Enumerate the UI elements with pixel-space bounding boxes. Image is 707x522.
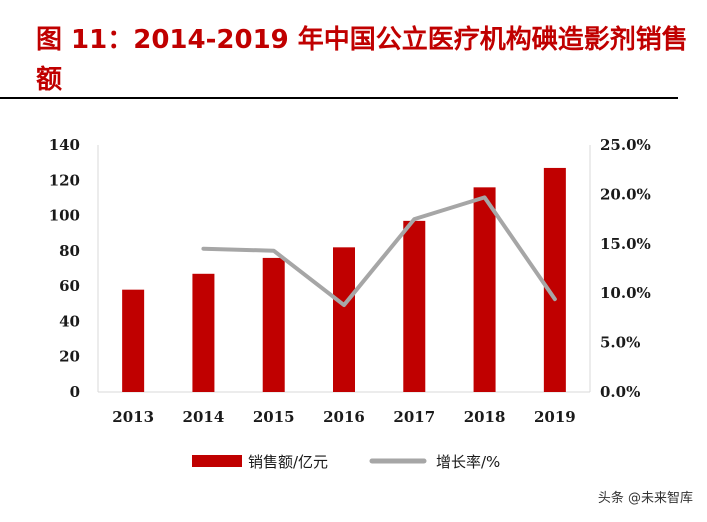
line-point-2015 — [273, 250, 275, 252]
y-right-tick-label: 15.0% — [600, 235, 651, 253]
y-left-tick-label: 120 — [49, 171, 80, 189]
line-point-2018 — [484, 196, 486, 198]
line-point-2016 — [343, 304, 345, 306]
x-tick-label: 2016 — [323, 408, 365, 426]
y-left-tick-label: 100 — [49, 207, 80, 225]
x-tick-label: 2018 — [464, 408, 506, 426]
legend-bar-swatch — [192, 455, 242, 467]
legend: 销售额/亿元 增长率/% — [192, 453, 500, 471]
line-point-2017 — [413, 218, 415, 220]
bar-2019 — [543, 167, 566, 392]
y-right-tick-label: 5.0% — [600, 334, 640, 352]
y-left-tick-label: 60 — [59, 277, 80, 295]
line-point-2019 — [554, 298, 556, 300]
line-point-2014 — [202, 248, 204, 250]
x-tick-label: 2014 — [183, 408, 225, 426]
x-axis-ticks: 2013 2014 2015 2016 2017 2018 2019 — [112, 408, 575, 426]
y-right-tick-label: 25.0% — [600, 136, 651, 154]
y-left-tick-label: 140 — [49, 136, 80, 154]
bar-2013 — [122, 289, 145, 392]
bar-series — [122, 167, 566, 392]
y-left-tick-label: 80 — [59, 242, 80, 260]
y-right-ticks: 0.0% 5.0% 10.0% 15.0% 20.0% 25.0% — [600, 136, 651, 401]
line-series — [201, 195, 557, 308]
bar-2015 — [262, 257, 285, 392]
y-left-tick-label: 20 — [59, 348, 80, 366]
legend-line-label: 增长率/% — [436, 453, 500, 471]
y-right-tick-label: 0.0% — [600, 383, 640, 401]
bar-2018 — [473, 187, 496, 392]
bar-2014 — [192, 273, 215, 392]
bar-2017 — [403, 220, 426, 392]
y-left-tick-label: 0 — [70, 383, 80, 401]
y-right-tick-label: 10.0% — [600, 284, 651, 302]
figure-title: 图 11：2014-2019 年中国公立医疗机构碘造影剂销售额 — [36, 25, 688, 95]
y-right-tick-label: 20.0% — [600, 185, 651, 203]
y-left-ticks: 0 20 40 60 80 100 120 140 — [49, 136, 80, 401]
bar-2016 — [333, 247, 355, 392]
watermark: 头条 @未来智库 — [597, 491, 693, 506]
legend-bar-label: 销售额/亿元 — [248, 453, 328, 471]
growth-rate-line — [201, 195, 557, 308]
x-tick-label: 2013 — [112, 408, 154, 426]
y-left-tick-label: 40 — [59, 312, 80, 330]
x-tick-label: 2015 — [253, 408, 295, 426]
title-divider — [0, 97, 678, 99]
x-tick-label: 2017 — [393, 408, 435, 426]
x-tick-label: 2019 — [534, 408, 576, 426]
